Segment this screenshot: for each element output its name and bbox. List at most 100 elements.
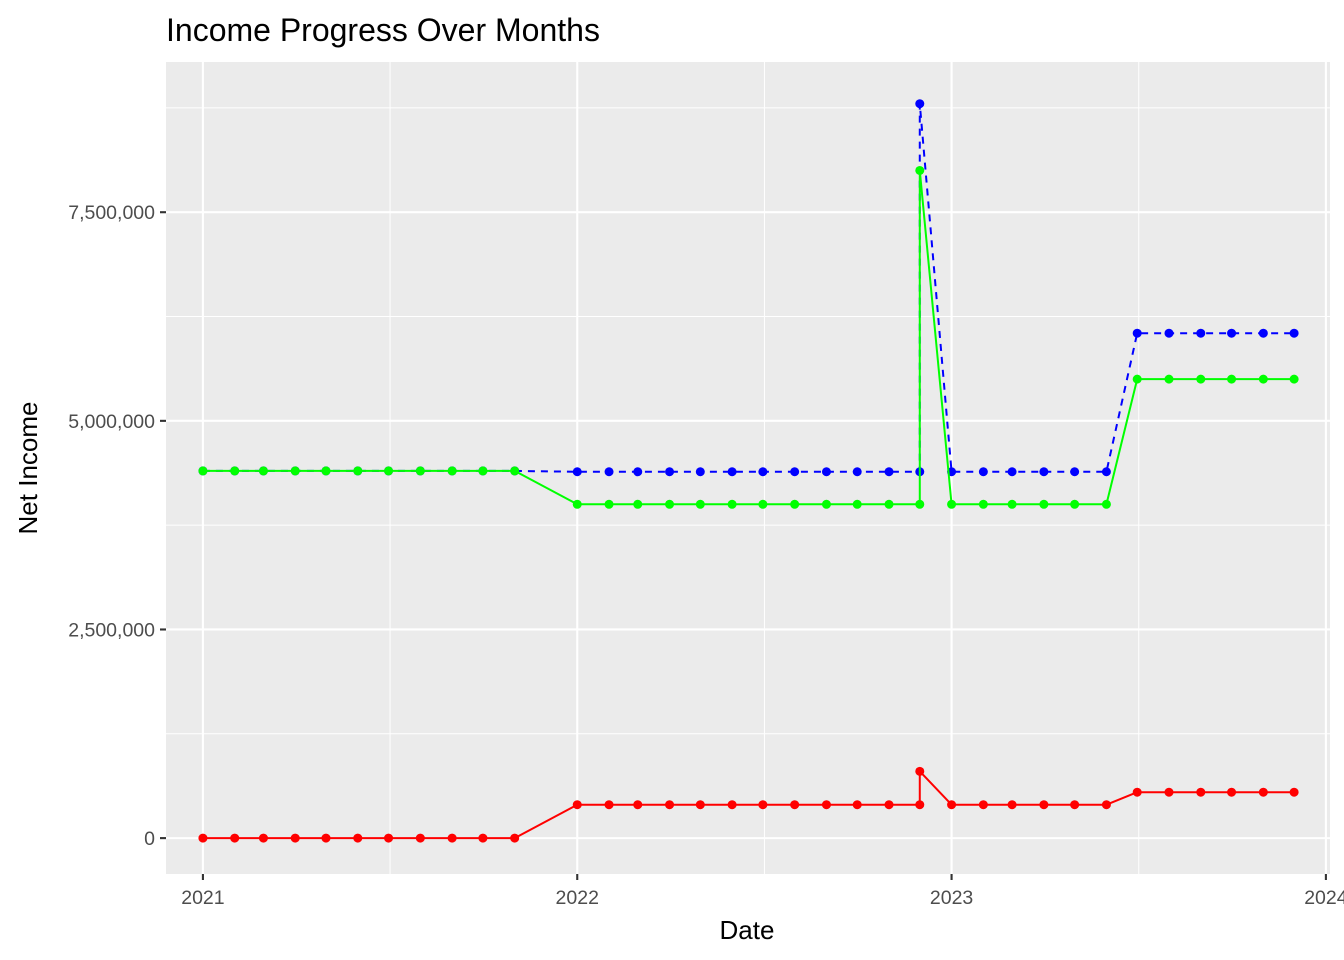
- x-axis-title: Date: [720, 915, 775, 945]
- data-point: [258, 466, 268, 476]
- data-point: [665, 499, 675, 509]
- data-point: [1039, 800, 1049, 810]
- data-point: [758, 499, 768, 509]
- data-point: [230, 466, 240, 476]
- data-point: [978, 467, 988, 477]
- data-point: [1289, 328, 1299, 338]
- data-point: [1132, 328, 1142, 338]
- chart-title: Income Progress Over Months: [166, 12, 600, 48]
- data-point: [353, 466, 363, 476]
- data-point: [1164, 374, 1174, 384]
- data-point: [852, 800, 862, 810]
- data-point: [821, 800, 831, 810]
- data-point: [1227, 374, 1237, 384]
- data-point: [290, 833, 300, 843]
- data-point: [415, 833, 425, 843]
- data-point: [230, 833, 240, 843]
- series-layer: [198, 99, 1299, 843]
- data-point: [1227, 328, 1237, 338]
- data-point: [321, 833, 331, 843]
- data-point: [978, 800, 988, 810]
- data-point: [884, 800, 894, 810]
- data-point: [1132, 374, 1142, 384]
- data-point: [695, 499, 705, 509]
- data-point: [1101, 467, 1111, 477]
- data-point: [604, 467, 614, 477]
- x-tick-label: 2022: [556, 887, 599, 909]
- data-point: [821, 499, 831, 509]
- series-line: [202, 102, 1295, 473]
- data-point: [290, 466, 300, 476]
- data-point: [1164, 787, 1174, 797]
- x-tick-label: 2023: [930, 887, 973, 909]
- data-point: [1101, 499, 1111, 509]
- data-point: [1070, 800, 1080, 810]
- plot-panel: [166, 62, 1330, 874]
- data-point: [1070, 467, 1080, 477]
- data-point: [947, 499, 957, 509]
- data-point: [1039, 499, 1049, 509]
- data-point: [665, 800, 675, 810]
- data-point: [633, 499, 643, 509]
- data-point: [1039, 467, 1049, 477]
- data-point: [727, 800, 737, 810]
- data-point: [572, 800, 582, 810]
- data-point: [1196, 374, 1206, 384]
- data-point: [510, 466, 520, 476]
- y-tick-label: 0: [144, 828, 155, 850]
- y-tick-label: 2,500,000: [68, 619, 155, 641]
- data-point: [947, 800, 957, 810]
- data-point: [415, 466, 425, 476]
- data-point: [790, 800, 800, 810]
- data-point: [727, 499, 737, 509]
- y-axis-title: Net Income: [13, 402, 43, 535]
- data-point: [884, 467, 894, 477]
- data-point: [353, 833, 363, 843]
- data-point: [384, 833, 394, 843]
- data-point: [1258, 328, 1268, 338]
- data-point: [790, 499, 800, 509]
- data-point: [1196, 787, 1206, 797]
- data-point: [384, 466, 394, 476]
- data-point: [1289, 787, 1299, 797]
- data-point: [198, 833, 208, 843]
- data-point: [884, 499, 894, 509]
- series-line: [202, 770, 1295, 840]
- data-point: [604, 800, 614, 810]
- data-point: [1164, 328, 1174, 338]
- x-tick-label: 2021: [181, 887, 224, 909]
- data-point: [1132, 787, 1142, 797]
- data-point: [915, 766, 925, 776]
- data-point: [1007, 800, 1017, 810]
- data-point: [852, 499, 862, 509]
- data-point: [321, 466, 331, 476]
- data-point: [572, 467, 582, 477]
- x-axis: 2021 2022 2023 2024: [181, 874, 1344, 909]
- data-point: [727, 467, 737, 477]
- data-point: [633, 467, 643, 477]
- data-point: [790, 467, 800, 477]
- data-point: [915, 165, 925, 175]
- data-point: [758, 467, 768, 477]
- data-point: [604, 499, 614, 509]
- y-axis: 0 2,500,000 5,000,000 7,500,000: [68, 202, 166, 850]
- data-point: [1101, 800, 1111, 810]
- y-tick-label: 7,500,000: [68, 202, 155, 224]
- data-point: [758, 800, 768, 810]
- data-point: [258, 833, 268, 843]
- data-point: [852, 467, 862, 477]
- data-point: [695, 800, 705, 810]
- data-point: [1258, 787, 1268, 797]
- data-point: [572, 499, 582, 509]
- data-point: [821, 467, 831, 477]
- data-point: [1196, 328, 1206, 338]
- data-point: [978, 499, 988, 509]
- data-point: [478, 466, 488, 476]
- data-point: [915, 800, 925, 810]
- data-point: [447, 466, 457, 476]
- data-point: [510, 833, 520, 843]
- data-point: [915, 99, 925, 109]
- data-point: [198, 466, 208, 476]
- data-point: [695, 467, 705, 477]
